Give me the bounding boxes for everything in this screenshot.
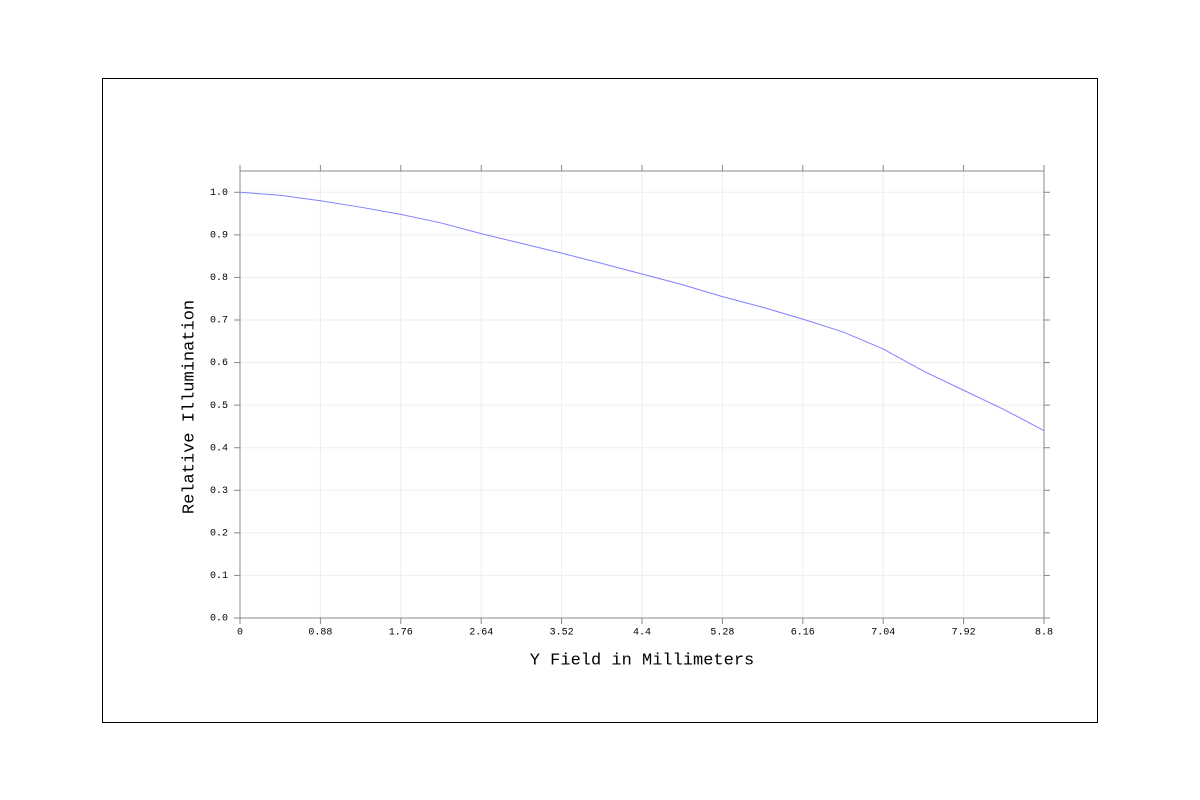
y-tick-label: 0.8 xyxy=(210,273,228,284)
x-tick-label: 1.76 xyxy=(389,628,413,639)
x-tick-label: 7.04 xyxy=(871,628,895,639)
y-tick-label: 0.3 xyxy=(210,486,228,497)
y-tick-label: 0.5 xyxy=(210,401,228,412)
x-tick-label: 0.88 xyxy=(308,628,332,639)
x-tick-label: 6.16 xyxy=(791,628,815,639)
y-tick-label: 0.9 xyxy=(210,230,228,241)
y-tick-label: 0.7 xyxy=(210,316,228,327)
x-tick-label: 0 xyxy=(237,628,243,639)
y-tick-label: 0.1 xyxy=(210,571,228,582)
x-tick-label: 7.92 xyxy=(952,628,976,639)
x-axis-label: Y Field in Millimeters xyxy=(530,651,754,670)
plot-frame xyxy=(239,170,1045,619)
x-tick-label: 2.64 xyxy=(469,628,493,639)
x-tick-label: 3.52 xyxy=(550,628,574,639)
y-tick-label: 0.6 xyxy=(210,358,228,369)
y-tick-label: 0.4 xyxy=(210,443,228,454)
x-tick-label: 5.28 xyxy=(710,628,734,639)
y-tick-label: 0.2 xyxy=(210,528,228,539)
x-tick-label: 4.4 xyxy=(633,628,651,639)
x-tick-label: 8.8 xyxy=(1035,628,1053,639)
y-tick-label: 1.0 xyxy=(210,188,228,199)
outer-frame xyxy=(102,78,1098,723)
y-tick-label: 0.0 xyxy=(210,614,228,625)
line xyxy=(239,191,1045,432)
y-axis-label: Relative Illumination xyxy=(180,300,199,514)
